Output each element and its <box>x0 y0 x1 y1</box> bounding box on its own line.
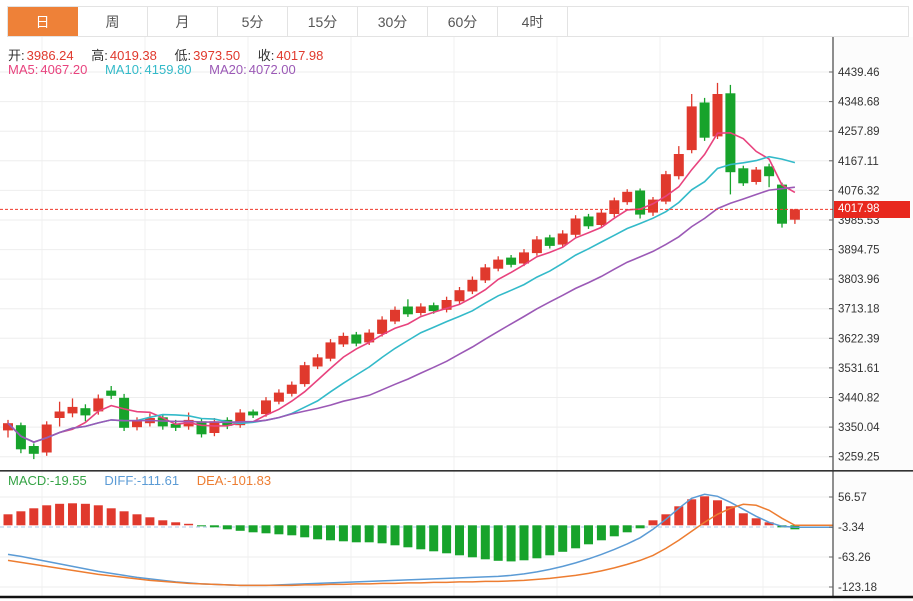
svg-text:3259.25: 3259.25 <box>838 452 880 464</box>
ohlc-readout: 开: 3986.24 高: 4019.38 低: 3973.50 收: 4017.98 <box>8 45 337 64</box>
close-readout: 收: 4017.98 <box>257 48 324 63</box>
svg-text:56.57: 56.57 <box>838 492 867 504</box>
svg-text:-63.26: -63.26 <box>838 552 871 564</box>
high-readout: 高: 4019.38 <box>91 48 157 63</box>
tab-4hour[interactable]: 4时 <box>498 7 568 36</box>
tab-day[interactable]: 日 <box>8 7 78 36</box>
diff-value-readout: DIFF:-111.61 <box>104 473 180 488</box>
main-candlestick-chart[interactable]: 4439.46 4348.68 4257.89 4167.11 4076.32 3985.… <box>0 37 913 470</box>
macd-readout: MACD:-19.55 DIFF:-111.61 DEA:-101.83 <box>8 473 285 488</box>
svg-text:3350.04: 3350.04 <box>838 422 880 434</box>
ma5-readout: MA5: 4067.20 <box>8 62 88 77</box>
svg-text:3713.18: 3713.18 <box>838 304 880 316</box>
svg-text:4167.11: 4167.11 <box>838 156 879 168</box>
svg-text:4348.68: 4348.68 <box>838 97 880 109</box>
svg-text:3622.39: 3622.39 <box>838 333 880 345</box>
last-price-label: 4017.98 <box>834 201 910 218</box>
tab-30min[interactable]: 30分 <box>358 7 428 36</box>
tab-60min[interactable]: 60分 <box>428 7 498 36</box>
macd-panel[interactable]: 56.57 -3.34 -63.26 -123.18 <box>0 470 913 601</box>
svg-text:3894.75: 3894.75 <box>838 245 880 257</box>
svg-text:3803.96: 3803.96 <box>838 274 880 286</box>
svg-text:4257.89: 4257.89 <box>838 126 880 138</box>
svg-text:3985.53: 3985.53 <box>838 215 880 227</box>
open-readout: 开: 3986.24 <box>8 48 74 63</box>
tab-15min[interactable]: 15分 <box>288 7 358 36</box>
svg-text:-3.34: -3.34 <box>838 522 865 534</box>
svg-text:4076.32: 4076.32 <box>838 185 880 197</box>
low-readout: 低: 3973.50 <box>174 48 241 63</box>
tab-5min[interactable]: 5分 <box>218 7 288 36</box>
svg-text:3531.61: 3531.61 <box>838 363 880 375</box>
dea-value-readout: DEA:-101.83 <box>196 473 272 488</box>
ma20-readout: MA20: 4072.00 <box>209 62 296 77</box>
svg-text:-123.18: -123.18 <box>838 582 877 594</box>
macd-value-readout: MACD:-19.55 <box>8 473 87 488</box>
tab-week[interactable]: 周 <box>78 7 148 36</box>
svg-text:3440.82: 3440.82 <box>838 393 880 405</box>
ma10-readout: MA10: 4159.80 <box>104 62 192 77</box>
svg-text:4439.46: 4439.46 <box>838 67 880 79</box>
timeframe-tabbar: 日 周 月 5分 15分 30分 60分 4时 <box>7 6 909 37</box>
tab-month[interactable]: 月 <box>148 7 218 36</box>
ma-readout: MA5: 4067.20 MA10: 4159.80 MA20: 4072.00 <box>8 62 310 77</box>
